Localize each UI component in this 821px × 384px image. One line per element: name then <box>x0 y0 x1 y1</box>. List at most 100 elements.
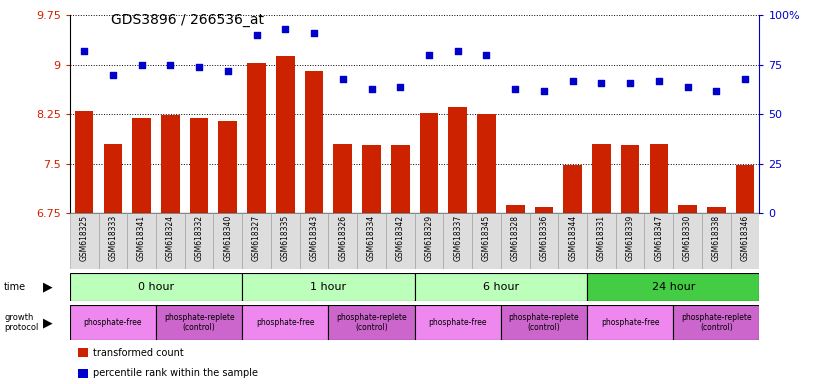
Point <box>337 76 350 82</box>
Text: GDS3896 / 266536_at: GDS3896 / 266536_at <box>111 13 264 27</box>
Text: GSM618327: GSM618327 <box>252 215 261 261</box>
Point <box>107 72 120 78</box>
Text: GSM618338: GSM618338 <box>712 215 721 261</box>
Text: GSM618337: GSM618337 <box>453 215 462 261</box>
Text: growth
protocol: growth protocol <box>4 313 39 332</box>
Text: GSM618329: GSM618329 <box>424 215 433 261</box>
Bar <box>103 144 122 213</box>
Text: GSM618347: GSM618347 <box>654 215 663 261</box>
Bar <box>736 165 754 213</box>
Bar <box>673 305 759 340</box>
Text: 1 hour: 1 hour <box>310 282 346 292</box>
Text: GSM618342: GSM618342 <box>396 215 405 261</box>
Point <box>509 86 522 92</box>
Bar <box>328 305 415 340</box>
Bar <box>530 213 558 269</box>
Bar <box>534 207 553 213</box>
Bar <box>161 115 180 213</box>
Text: GSM618328: GSM618328 <box>511 215 520 261</box>
Point <box>308 30 321 36</box>
Bar <box>587 213 616 269</box>
Bar <box>75 111 94 213</box>
Bar <box>156 213 185 269</box>
Bar <box>70 213 99 269</box>
Point <box>538 88 551 94</box>
Text: phosphate-replete
(control): phosphate-replete (control) <box>508 313 580 332</box>
Point <box>423 52 436 58</box>
Bar <box>587 305 673 340</box>
Bar <box>247 63 266 213</box>
Bar <box>276 56 295 213</box>
Text: GSM618339: GSM618339 <box>626 215 635 261</box>
Text: phosphate-free: phosphate-free <box>256 318 314 327</box>
Bar <box>242 213 271 269</box>
Bar <box>185 213 213 269</box>
Point <box>222 68 235 74</box>
Bar <box>501 305 587 340</box>
Text: GSM618343: GSM618343 <box>310 215 319 261</box>
Bar <box>333 144 352 213</box>
Text: GSM618331: GSM618331 <box>597 215 606 261</box>
Bar <box>391 145 410 213</box>
Point <box>164 62 177 68</box>
Text: transformed count: transformed count <box>93 348 184 358</box>
Text: GSM618325: GSM618325 <box>80 215 89 261</box>
Text: phosphate-replete
(control): phosphate-replete (control) <box>681 313 752 332</box>
Point <box>624 79 637 86</box>
Bar <box>443 213 472 269</box>
Text: GSM618334: GSM618334 <box>367 215 376 261</box>
Point <box>739 76 752 82</box>
Text: GSM618332: GSM618332 <box>195 215 204 261</box>
Bar <box>70 305 156 340</box>
Bar <box>644 213 673 269</box>
Point <box>710 88 723 94</box>
Bar <box>190 118 209 213</box>
Bar <box>300 213 328 269</box>
Bar <box>563 165 582 213</box>
Bar <box>218 121 237 213</box>
Bar <box>305 71 323 213</box>
Bar <box>702 213 731 269</box>
Bar <box>472 213 501 269</box>
Bar <box>99 213 127 269</box>
Bar <box>127 213 156 269</box>
Point <box>394 83 407 89</box>
Text: phosphate-replete
(control): phosphate-replete (control) <box>163 313 235 332</box>
Bar <box>558 213 587 269</box>
Text: phosphate-free: phosphate-free <box>429 318 487 327</box>
Bar <box>649 144 668 213</box>
Point <box>681 83 695 89</box>
Text: 24 hour: 24 hour <box>652 282 695 292</box>
Point <box>566 78 580 84</box>
Bar <box>271 213 300 269</box>
Text: percentile rank within the sample: percentile rank within the sample <box>93 368 258 379</box>
Bar <box>501 213 530 269</box>
Bar <box>678 205 697 213</box>
Text: ▶: ▶ <box>43 316 53 329</box>
Bar <box>213 213 242 269</box>
Bar <box>621 144 640 213</box>
Bar <box>242 305 328 340</box>
Bar <box>477 114 496 213</box>
Text: 6 hour: 6 hour <box>483 282 519 292</box>
Bar <box>132 118 151 213</box>
Text: GSM618333: GSM618333 <box>108 215 117 261</box>
Bar <box>420 113 438 213</box>
Bar <box>506 205 525 213</box>
Bar <box>587 273 759 301</box>
Bar <box>415 305 501 340</box>
Bar <box>70 273 242 301</box>
Point <box>192 64 205 70</box>
Bar <box>357 213 386 269</box>
Text: phosphate-replete
(control): phosphate-replete (control) <box>336 313 407 332</box>
Bar <box>328 213 357 269</box>
Text: GSM618340: GSM618340 <box>223 215 232 261</box>
Text: 0 hour: 0 hour <box>138 282 174 292</box>
Text: ▶: ▶ <box>43 281 53 293</box>
Bar <box>707 207 726 213</box>
Bar <box>242 273 415 301</box>
Bar <box>592 144 611 213</box>
Text: GSM618346: GSM618346 <box>741 215 750 261</box>
Text: GSM618336: GSM618336 <box>539 215 548 261</box>
Point <box>135 62 149 68</box>
